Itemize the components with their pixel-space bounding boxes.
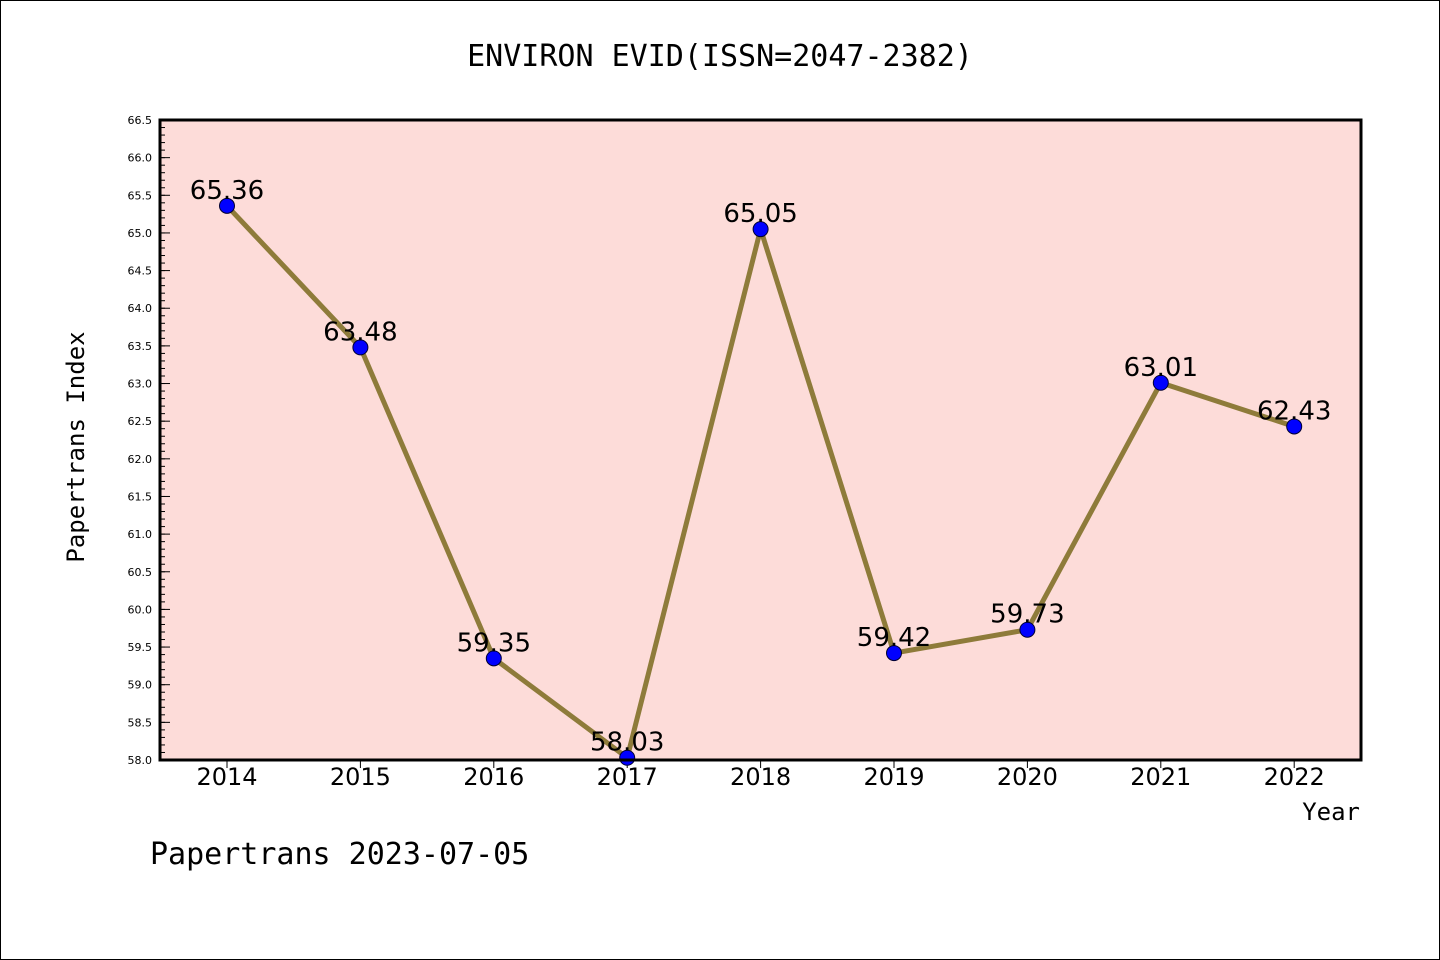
data-point (1152, 374, 1169, 391)
x-tick-label: 2022 (1264, 763, 1325, 791)
y-tick-label: 62.5 (128, 415, 153, 428)
y-tick-label: 58.0 (128, 754, 153, 767)
y-axis: 58.0 58.5 59.0 59.5 60.0 60.5 61.0 61.5 62.0 62.5… (128, 114, 170, 767)
x-tick-label: 2021 (1130, 763, 1191, 791)
data-label: 62.43 (1257, 396, 1331, 426)
data-label: 65.36 (190, 176, 264, 206)
data-label: 65.05 (723, 199, 797, 229)
y-tick-label: 60.0 (128, 603, 153, 616)
y-tick-label: 61.5 (128, 490, 153, 503)
data-label: 59.73 (990, 600, 1064, 630)
data-point (1019, 621, 1036, 638)
footer-text: Papertrans 2023-07-05 (150, 837, 529, 872)
x-axis-label: Year (1302, 798, 1360, 826)
y-axis-label: Papertrans Index (62, 331, 90, 562)
data-point (219, 197, 235, 214)
data-labels: 65.36 63.48 59.35 58.03 65.05 59.42 59.73 63.01… (190, 176, 1332, 758)
data-label: 59.42 (857, 623, 931, 653)
x-tick-label: 2016 (463, 763, 524, 791)
plot-border (158, 118, 1363, 762)
x-tick-label: 2014 (196, 763, 257, 791)
data-point (352, 339, 369, 356)
y-tick-label: 66.0 (128, 152, 153, 165)
y-tick-label: 66.5 (128, 114, 153, 127)
y-tick-label: 59.0 (128, 679, 153, 692)
x-tick-label: 2019 (863, 763, 924, 791)
y-tick-label: 63.5 (128, 340, 153, 353)
y-tick-label: 60.5 (128, 566, 153, 579)
x-tick-label: 2017 (597, 763, 658, 791)
x-tick-label: 2020 (997, 763, 1058, 791)
x-axis: 2014 2015 2016 2017 2018 2019 2020 2021 2022 (196, 760, 1325, 791)
data-label: 58.03 (590, 728, 664, 758)
y-tick-label: 64.0 (128, 302, 153, 315)
data-label: 63.01 (1124, 353, 1198, 383)
y-tick-label: 65.0 (128, 227, 153, 240)
y-tick-label: 64.5 (128, 265, 153, 278)
data-label: 59.35 (457, 628, 531, 658)
data-point (485, 650, 502, 667)
y-tick-label: 61.0 (128, 528, 153, 541)
x-tick-label: 2018 (730, 763, 791, 791)
y-tick-label: 65.5 (128, 189, 153, 202)
data-point (1286, 418, 1303, 435)
data-label: 63.48 (323, 317, 397, 347)
y-tick-label: 59.5 (128, 641, 153, 654)
y-tick-label: 62.0 (128, 453, 153, 466)
data-point (752, 221, 769, 238)
y-tick-label: 63.0 (128, 378, 153, 391)
x-tick-label: 2015 (330, 763, 391, 791)
data-point (886, 645, 902, 662)
y-tick-label: 58.5 (128, 716, 153, 729)
chart-title: ENVIRON EVID(ISSN=2047-2382) (467, 39, 973, 74)
